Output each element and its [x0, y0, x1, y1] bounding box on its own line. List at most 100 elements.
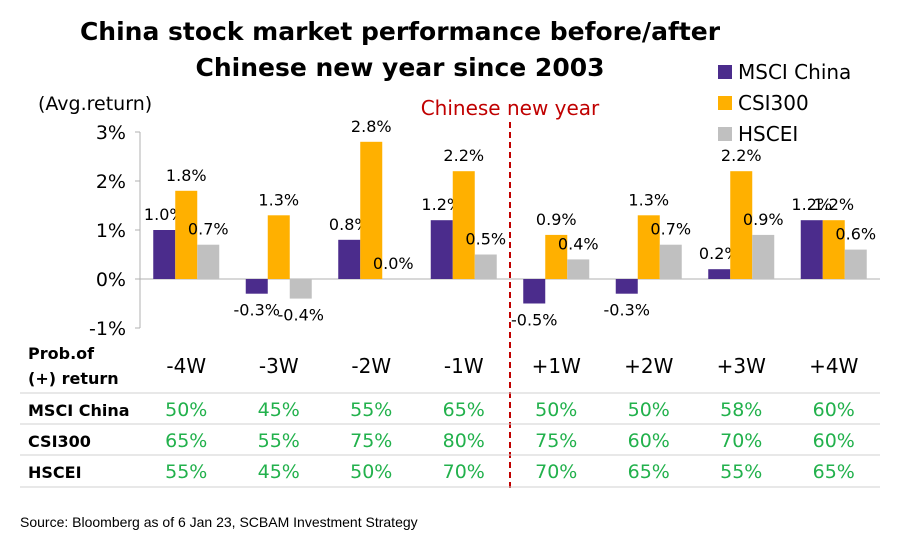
chart-title-line-1: China stock market performance before/af…	[80, 17, 721, 46]
data-label: 2.2%	[443, 146, 484, 165]
table-cell: 80%	[443, 430, 485, 452]
category-label: +2W	[624, 354, 673, 378]
table-cell: 45%	[258, 461, 300, 483]
data-label: 0.4%	[558, 234, 599, 253]
y-tick-label: 1%	[96, 220, 126, 242]
y-tick-label: 3%	[96, 122, 126, 144]
bar-csi300	[730, 171, 753, 279]
bar-hscei	[844, 249, 867, 279]
table-cell: 50%	[628, 399, 670, 421]
annotation-chinese-new-year: Chinese new year	[421, 96, 600, 120]
bar-csi300	[545, 234, 568, 279]
bar-csi300	[822, 220, 845, 279]
data-label: -0.4%	[278, 306, 324, 325]
category-label: +4W	[809, 354, 858, 378]
data-label: 0.8%	[329, 215, 370, 234]
bar-hscei	[659, 244, 682, 279]
table-cell: 70%	[535, 461, 577, 483]
table-cell: 65%	[443, 399, 485, 421]
bar-msci-china	[338, 239, 361, 279]
bar-msci-china	[615, 279, 638, 294]
table-row-label: MSCI China	[28, 401, 130, 420]
legend-label: MSCI China	[738, 60, 851, 84]
table-cell: 50%	[535, 399, 577, 421]
y-axis-label: (Avg.return)	[38, 93, 152, 115]
table-cell: 55%	[350, 399, 392, 421]
bar-csi300	[360, 141, 383, 279]
bars: 1.0% -0.3% 0.8% 1.2% -0.5% -0.3% 0.2% 1.2% 1.8% 1…	[144, 117, 876, 330]
probability-table: Prob.of (+) return -4W -3W -2W -1W +1W +2W +3W +4…	[20, 344, 880, 488]
data-label: 2.8%	[351, 117, 392, 136]
table-header-label-2: (+) return	[28, 369, 119, 388]
category-label: -2W	[351, 354, 391, 378]
data-label: 0.7%	[188, 220, 229, 239]
data-label: 1.3%	[628, 190, 669, 209]
data-label: 0.2%	[699, 244, 740, 263]
data-label: -0.3%	[604, 301, 650, 320]
legend-swatch	[718, 127, 732, 141]
table-row-label: HSCEI	[28, 463, 82, 482]
y-tick-label: -1%	[89, 318, 126, 340]
table-header-label-1: Prob.of	[28, 344, 95, 363]
data-label: -0.3%	[234, 301, 280, 320]
data-label: 1.8%	[166, 166, 207, 185]
bar-csi300	[267, 215, 290, 279]
data-label: 2.2%	[721, 146, 762, 165]
data-label: 0.0%	[373, 254, 414, 273]
table-cell: 70%	[443, 461, 485, 483]
bar-csi300	[452, 171, 475, 279]
data-label: 0.6%	[835, 225, 876, 244]
table-cell: 65%	[165, 430, 207, 452]
category-label: -1W	[444, 354, 484, 378]
data-label: 1.2%	[791, 195, 832, 214]
table-cell: 50%	[165, 399, 207, 421]
table-cell: 75%	[350, 430, 392, 452]
bar-hscei	[474, 254, 497, 279]
y-tick-label: 2%	[96, 171, 126, 193]
source-note: Source: Bloomberg as of 6 Jan 23, SCBAM …	[20, 514, 418, 530]
table-cell: 45%	[258, 399, 300, 421]
legend-swatch	[718, 65, 732, 79]
data-label: 0.5%	[465, 230, 506, 249]
data-label: 0.7%	[650, 220, 691, 239]
table-cell: 55%	[720, 461, 762, 483]
bar-msci-china	[430, 220, 453, 279]
bar-msci-china	[800, 220, 823, 279]
bar-msci-china	[708, 269, 731, 279]
bar-msci-china	[523, 279, 546, 304]
table-cell: 60%	[813, 399, 855, 421]
data-label: 0.9%	[536, 210, 577, 229]
table-cell: 60%	[813, 430, 855, 452]
bar-hscei	[752, 234, 775, 279]
bar-hscei	[567, 259, 590, 279]
legend: MSCI China CSI300 HSCEI	[718, 60, 851, 146]
y-tick-label: 0%	[96, 269, 126, 291]
category-label: +3W	[717, 354, 766, 378]
data-label: 1.0%	[144, 205, 185, 224]
category-label: -3W	[259, 354, 299, 378]
table-cell: 65%	[813, 461, 855, 483]
table-cell: 65%	[628, 461, 670, 483]
category-label: -4W	[166, 354, 206, 378]
bar-hscei	[289, 279, 312, 299]
table-cell: 55%	[258, 430, 300, 452]
table-cell: 70%	[720, 430, 762, 452]
category-label: +1W	[532, 354, 581, 378]
table-cell: 75%	[535, 430, 577, 452]
bar-hscei	[197, 244, 220, 279]
legend-label: CSI300	[738, 91, 809, 115]
bar-csi300	[175, 190, 198, 279]
bar-csi300	[637, 215, 660, 279]
bar-msci-china	[245, 279, 268, 294]
legend-swatch	[718, 96, 732, 110]
data-label: -0.5%	[511, 311, 557, 330]
data-label: 1.2%	[813, 195, 854, 214]
table-cell: 55%	[165, 461, 207, 483]
data-label: 1.2%	[421, 195, 462, 214]
table-cell: 60%	[628, 430, 670, 452]
legend-label: HSCEI	[738, 122, 798, 146]
table-cell: 50%	[350, 461, 392, 483]
bar-msci-china	[153, 230, 176, 279]
chart-title-line-2: Chinese new year since 2003	[195, 53, 604, 82]
